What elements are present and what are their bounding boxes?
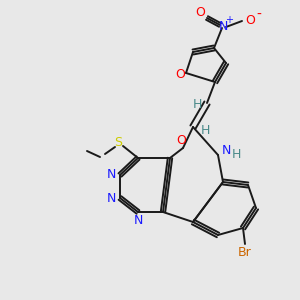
Text: H: H bbox=[231, 148, 241, 160]
Text: O: O bbox=[175, 68, 185, 80]
Text: N: N bbox=[106, 191, 116, 205]
Text: O: O bbox=[195, 7, 205, 20]
Text: -: - bbox=[256, 8, 261, 22]
Text: N: N bbox=[106, 169, 116, 182]
Text: S: S bbox=[114, 136, 122, 149]
Text: H: H bbox=[200, 124, 210, 137]
Text: +: + bbox=[225, 15, 233, 25]
Text: N: N bbox=[133, 214, 143, 227]
Text: N: N bbox=[218, 20, 228, 32]
Text: O: O bbox=[245, 14, 255, 26]
Text: H: H bbox=[192, 98, 202, 112]
Text: N: N bbox=[221, 143, 231, 157]
Text: O: O bbox=[176, 134, 186, 146]
Text: Br: Br bbox=[238, 247, 252, 260]
